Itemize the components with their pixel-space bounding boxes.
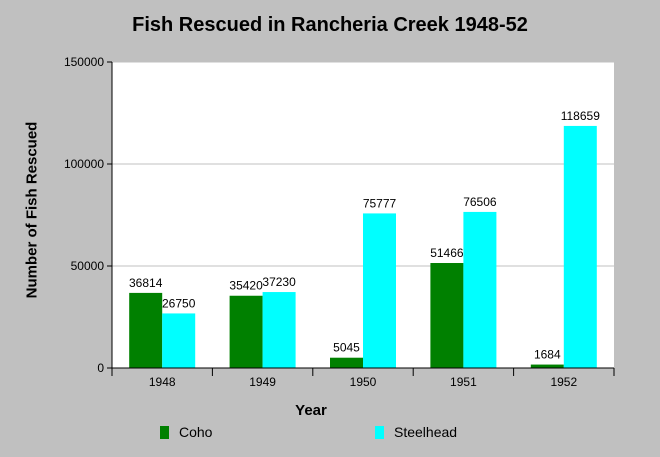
bar-coho-1952 xyxy=(530,364,564,368)
data-label: 26750 xyxy=(162,296,196,310)
chart-title: Fish Rescued in Rancheria Creek 1948-52 xyxy=(132,14,528,36)
y-tick-label: 100000 xyxy=(64,157,104,171)
bar-steelhead-1948 xyxy=(162,313,196,368)
data-label: 35420 xyxy=(229,279,263,293)
legend-swatch-coho xyxy=(160,425,169,439)
x-tick-label: 1950 xyxy=(350,375,377,389)
data-label: 1684 xyxy=(534,348,561,362)
x-tick-label: 1951 xyxy=(450,375,477,389)
bar-steelhead-1951 xyxy=(463,211,497,368)
bar-coho-1949 xyxy=(229,295,263,368)
x-axis-label: Year xyxy=(295,402,327,419)
legend-swatch-steelhead xyxy=(375,425,384,439)
legend-label-steelhead: Steelhead xyxy=(394,424,458,440)
data-label: 118659 xyxy=(561,109,600,123)
bar-coho-1948 xyxy=(129,292,163,368)
data-label: 51466 xyxy=(430,246,464,260)
x-tick-label: 1948 xyxy=(149,375,176,389)
y-tick-label: 150000 xyxy=(64,55,104,69)
bar-steelhead-1952 xyxy=(563,125,597,368)
bar-coho-1951 xyxy=(430,263,464,368)
bar-steelhead-1949 xyxy=(262,292,296,368)
x-tick-label: 1952 xyxy=(550,375,577,389)
bar-coho-1950 xyxy=(330,357,363,368)
legend-item-coho: Coho xyxy=(160,424,212,440)
y-tick-label: 0 xyxy=(97,361,104,375)
y-tick-label: 50000 xyxy=(71,259,105,273)
data-label: 36814 xyxy=(129,276,163,290)
data-label: 75777 xyxy=(363,196,397,210)
data-label: 37230 xyxy=(262,275,296,289)
data-label: 5045 xyxy=(333,341,360,355)
y-axis-label: Number of Fish Rescued xyxy=(23,121,41,299)
legend-item-steelhead: Steelhead xyxy=(375,424,457,440)
bar-steelhead-1950 xyxy=(363,213,396,368)
data-label: 76506 xyxy=(463,195,497,209)
legend-label-coho: Coho xyxy=(179,424,213,440)
x-tick-label: 1949 xyxy=(249,375,276,389)
